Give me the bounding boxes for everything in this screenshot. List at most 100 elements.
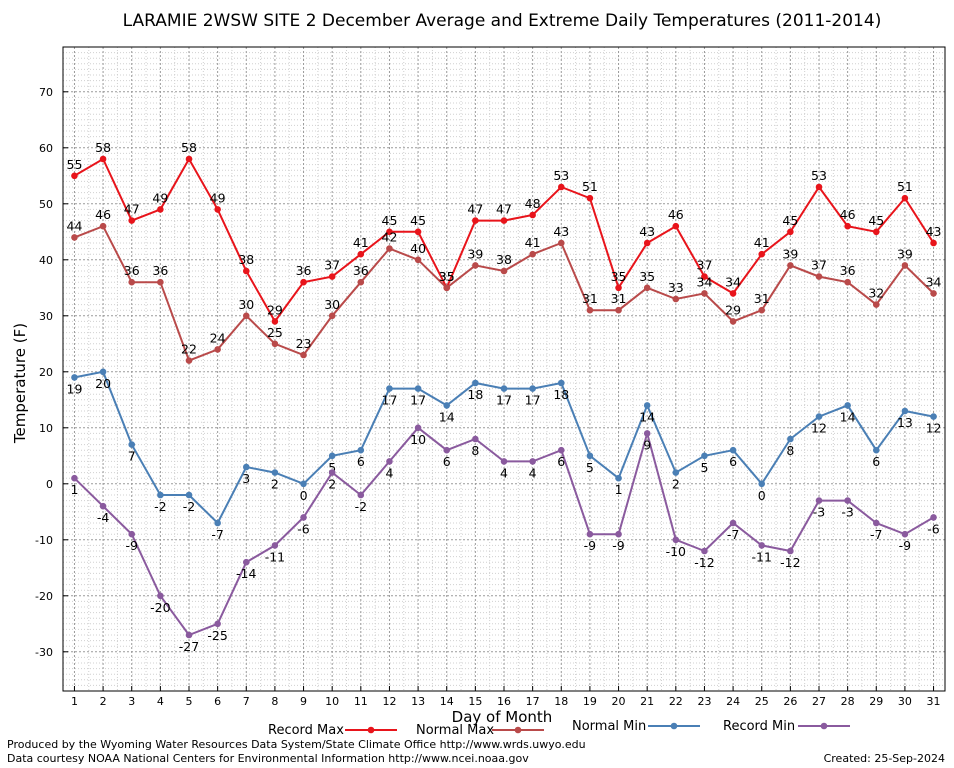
record-max-point xyxy=(930,239,937,247)
normal-min-point xyxy=(500,385,508,392)
normal-min-point xyxy=(643,402,651,409)
record-max-data-label: 41 xyxy=(353,235,369,250)
record-max-point xyxy=(844,222,851,230)
normal-max-data-label: 25 xyxy=(267,325,283,340)
record-min-data-label: -12 xyxy=(780,555,800,570)
series-record-max: 55 58 47 49 58 49 38 29 36 37 41 45 45 35 47 47 48 53 51 35… xyxy=(67,140,941,325)
normal-max-point xyxy=(815,273,823,280)
normal-max-data-label: 39 xyxy=(467,246,483,261)
normal-max-point xyxy=(529,250,536,258)
legend-marker-record-max xyxy=(367,726,375,734)
y-tick-label: 50 xyxy=(39,198,53,211)
x-tick-label: 24 xyxy=(726,695,740,708)
normal-max-point xyxy=(271,340,279,348)
normal-min-data-label: 12 xyxy=(926,421,942,436)
x-tick-label: 5 xyxy=(186,695,193,708)
x-tick-label: 16 xyxy=(497,695,511,708)
normal-min-point xyxy=(472,379,479,387)
x-tick-label: 4 xyxy=(157,695,164,708)
normal-max-point xyxy=(615,306,622,314)
record-min-data-label: 4 xyxy=(500,465,508,480)
record-min-point xyxy=(271,542,279,549)
x-tick-label: 10 xyxy=(325,695,339,708)
normal-min-point xyxy=(185,491,193,499)
record-max-point xyxy=(99,155,107,163)
record-max-data-label: 58 xyxy=(181,140,197,155)
record-min-data-label: -25 xyxy=(207,628,227,643)
footer-data-courtesy: Data courtesy NOAA National Centers for … xyxy=(7,752,529,765)
record-min-data-label: 10 xyxy=(410,432,426,447)
footer-produced-by: Produced by the Wyoming Water Resources … xyxy=(7,738,586,751)
y-tick-label: 0 xyxy=(46,478,53,491)
x-tick-label: 28 xyxy=(841,695,855,708)
record-max-point xyxy=(500,217,508,224)
record-max-data-label: 36 xyxy=(296,263,312,278)
record-min-data-label: -2 xyxy=(355,499,367,514)
record-min-point xyxy=(672,536,680,544)
record-min-data-label: 8 xyxy=(471,443,479,458)
normal-max-data-label: 38 xyxy=(496,252,512,267)
record-min-data-label: 1 xyxy=(70,482,78,497)
footer-created-date: Created: 25-Sep-2024 xyxy=(823,752,945,765)
record-max-point xyxy=(729,290,737,297)
record-max-point xyxy=(328,273,336,280)
normal-min-data-label: 18 xyxy=(553,387,569,402)
normal-max-point xyxy=(128,278,136,286)
normal-min-data-label: 8 xyxy=(786,443,794,458)
y-tick-label: -10 xyxy=(35,534,53,547)
legend-marker-normal-min xyxy=(670,722,678,730)
record-min-data-label: -27 xyxy=(179,639,199,654)
normal-max-point xyxy=(71,234,78,241)
normal-max-point xyxy=(701,290,708,297)
normal-max-data-label: 30 xyxy=(238,297,254,312)
x-tick-label: 14 xyxy=(440,695,454,708)
y-tick-label: 20 xyxy=(39,366,53,379)
record-min-point xyxy=(128,530,136,538)
normal-min-data-label: 19 xyxy=(67,381,83,396)
x-tick-label: 7 xyxy=(243,695,250,708)
normal-max-point xyxy=(901,262,909,269)
normal-min-data-label: 2 xyxy=(271,477,279,492)
normal-max-data-label: 29 xyxy=(725,302,741,317)
normal-min-data-label: -2 xyxy=(154,499,166,514)
record-min-point xyxy=(99,502,107,510)
normal-min-point xyxy=(443,402,451,409)
normal-max-data-label: 22 xyxy=(181,342,197,357)
normal-max-data-label: 37 xyxy=(811,258,827,273)
record-min-point xyxy=(872,519,880,527)
normal-max-data-label: 33 xyxy=(668,280,684,295)
normal-max-data-label: 23 xyxy=(296,336,312,351)
record-min-point xyxy=(300,514,307,521)
x-tick-label: 17 xyxy=(526,695,540,708)
y-tick-label: 40 xyxy=(39,254,53,267)
normal-max-point xyxy=(443,284,451,292)
record-max-data-label: 46 xyxy=(840,207,856,222)
record-min-point xyxy=(472,435,479,443)
record-min-point xyxy=(844,497,851,504)
record-min-data-label: -3 xyxy=(813,505,825,520)
normal-min-data-label: 17 xyxy=(525,393,541,408)
record-max-data-label: 48 xyxy=(525,196,541,211)
x-tick-label: 15 xyxy=(468,695,482,708)
y-tick-label: -20 xyxy=(35,590,53,603)
x-tick-label: 11 xyxy=(354,695,368,708)
record-min-point xyxy=(185,631,193,639)
x-tick-label: 9 xyxy=(300,695,307,708)
normal-max-data-label: 31 xyxy=(611,291,627,306)
record-min-data-label: -14 xyxy=(236,566,256,581)
x-tick-label: 26 xyxy=(783,695,797,708)
record-max-point xyxy=(157,206,164,213)
record-min-data-label: -9 xyxy=(899,538,912,553)
normal-min-data-label: -2 xyxy=(183,499,195,514)
y-tick-label: 60 xyxy=(39,142,53,155)
record-min-point xyxy=(328,469,336,476)
normal-min-data-label: 14 xyxy=(439,409,455,424)
record-max-point xyxy=(787,228,794,236)
x-tick-label: 22 xyxy=(669,695,683,708)
normal-max-point xyxy=(557,239,565,247)
x-axis-label: Day of Month xyxy=(452,708,553,726)
record-max-point xyxy=(128,217,136,224)
record-min-data-label: -20 xyxy=(150,600,170,615)
normal-min-point xyxy=(414,385,422,392)
